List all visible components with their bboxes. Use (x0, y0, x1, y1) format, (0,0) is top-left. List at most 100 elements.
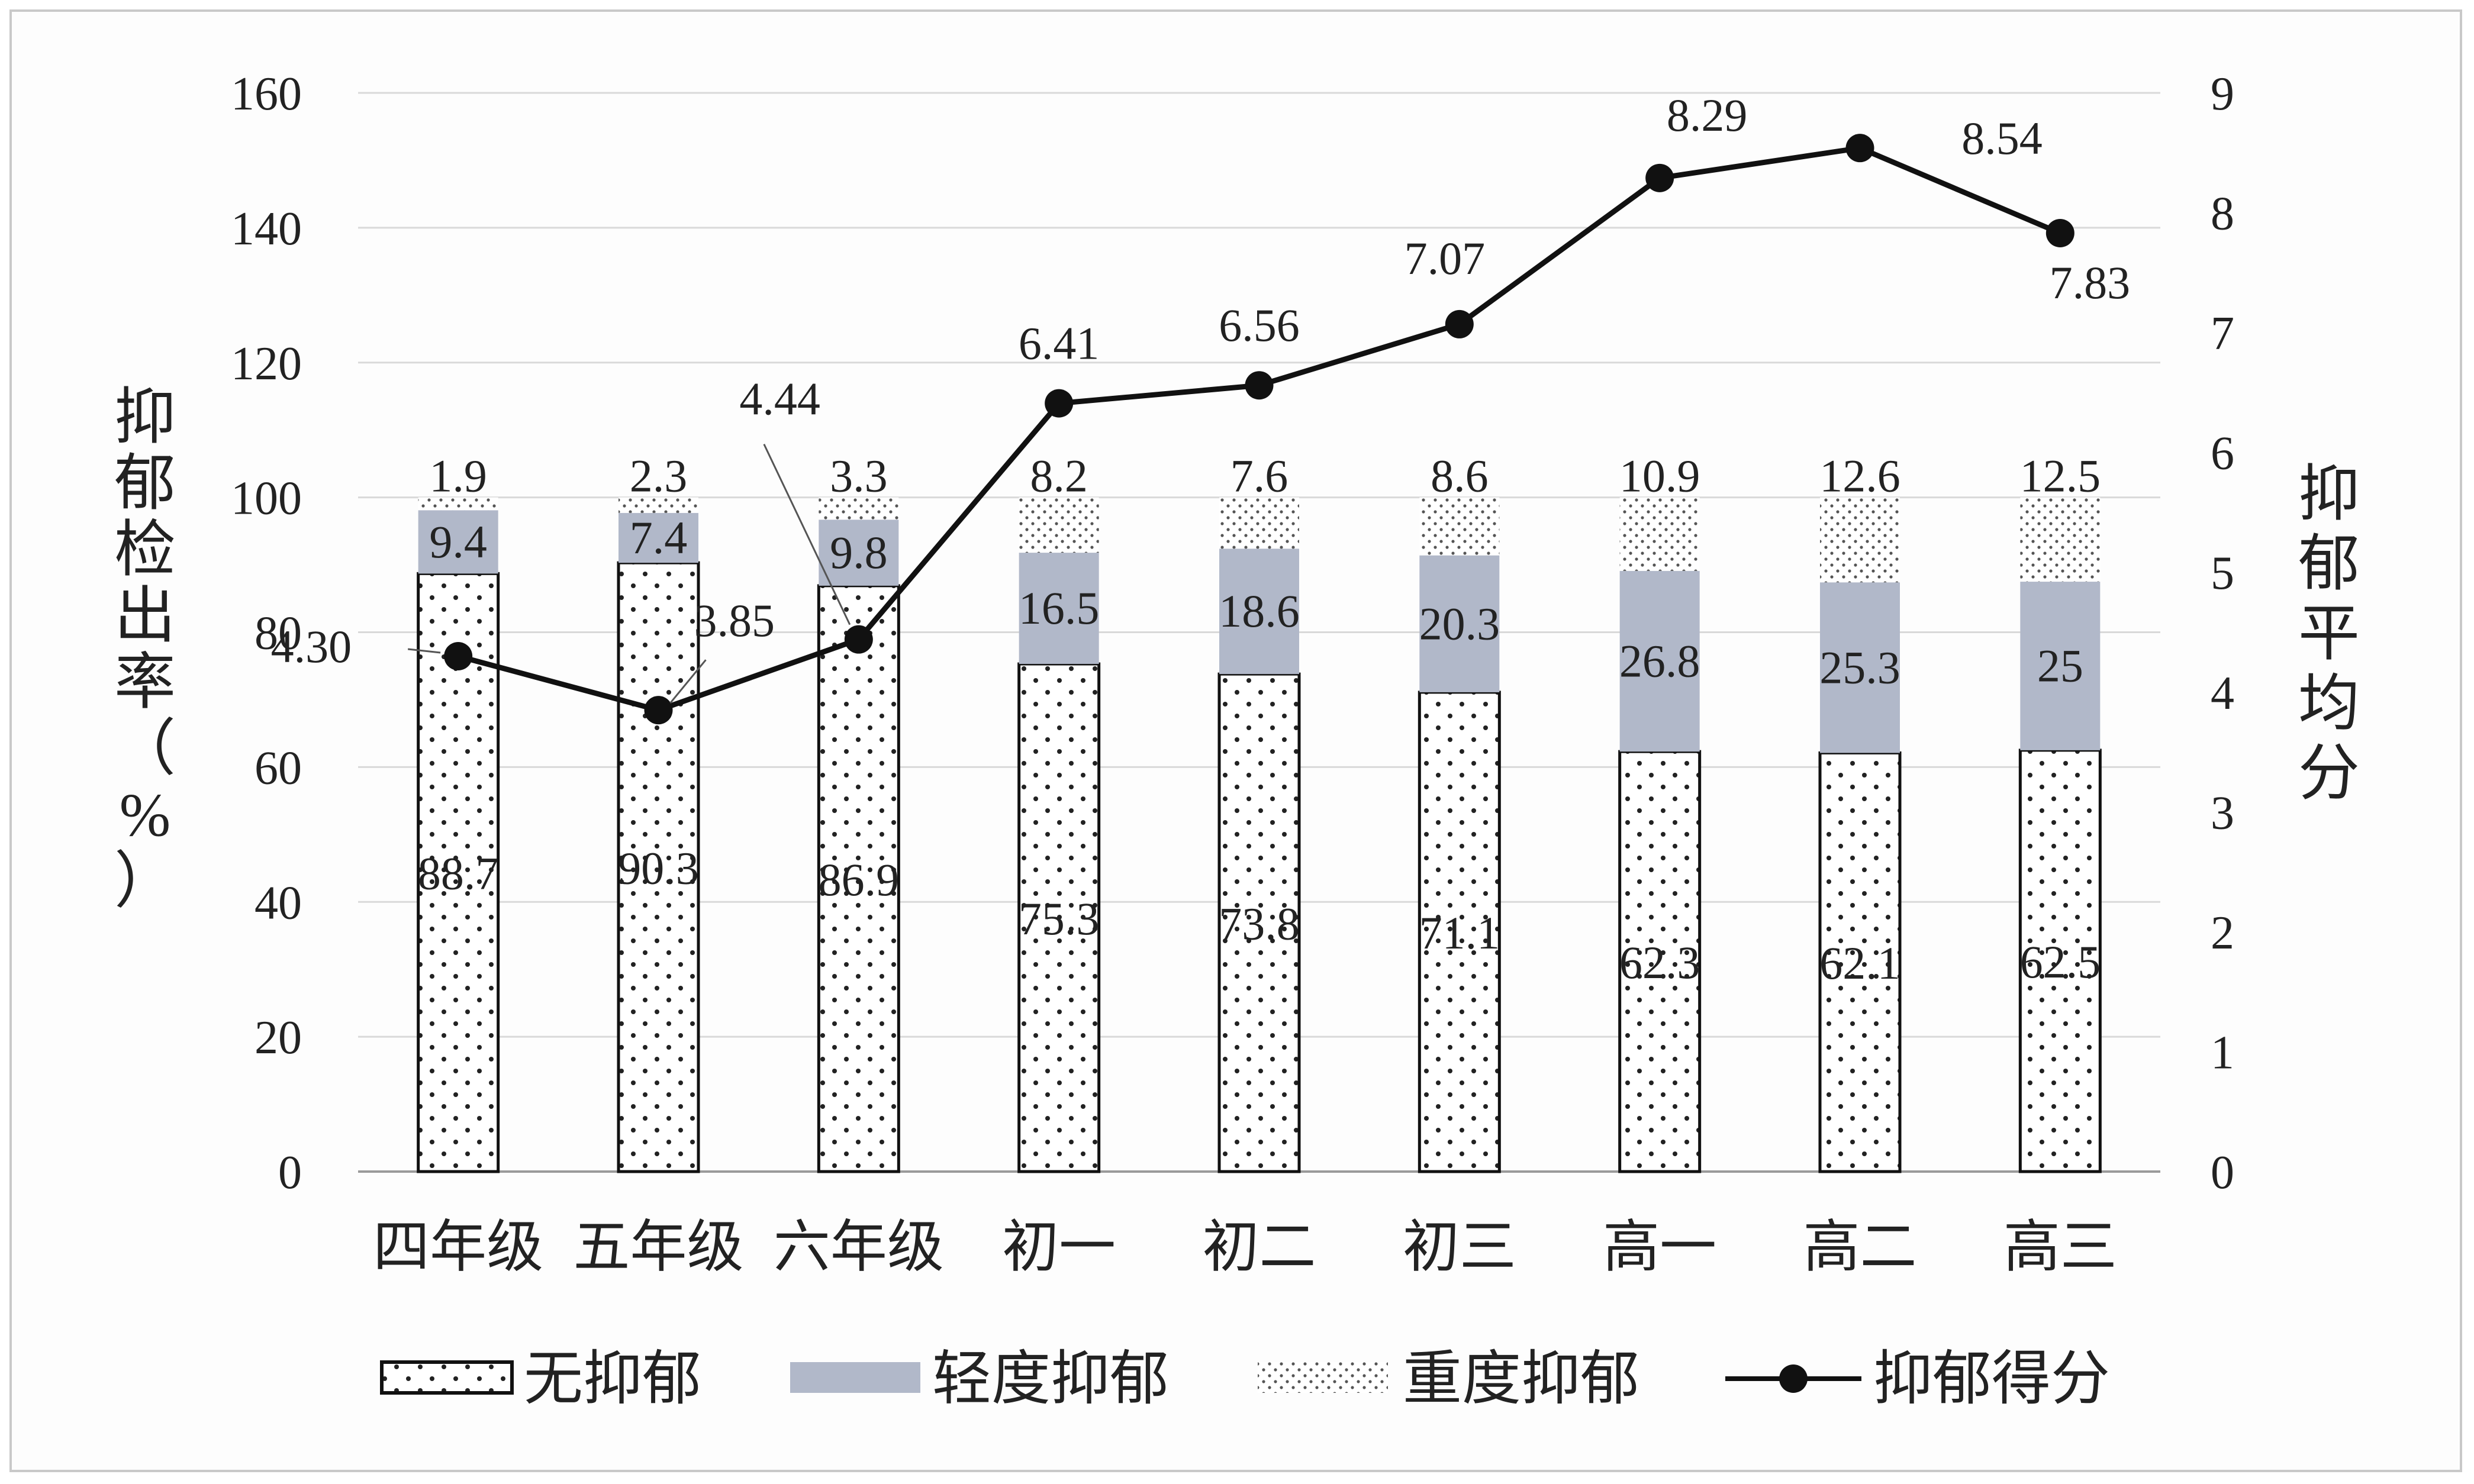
bar-severe (1619, 497, 1700, 571)
bar-mild (819, 520, 899, 586)
category-label: 初二 (1203, 1215, 1316, 1279)
legend-label-mild: 轻度抑郁 (932, 1346, 1169, 1412)
axis-title-char: 分 (2298, 740, 2360, 808)
category-label: 高一 (1603, 1215, 1716, 1279)
bar-none (1618, 750, 1702, 1173)
bar-data-label: 90.3 (618, 843, 699, 894)
score-label: 7.83 (2050, 257, 2131, 308)
bar-data-label: 62.3 (1619, 937, 1700, 988)
bar-severe (1219, 497, 1299, 549)
left-tick-label: 60 (255, 742, 302, 794)
bar-data-label: 71.1 (1419, 907, 1500, 959)
bar-data-label: 18.6 (1219, 585, 1300, 637)
score-line: 4.30 3.85 4.44 6.41 6.56 7.07 8.29 8.54 7.83 (271, 89, 2131, 725)
score-label: 6.41 (1019, 318, 1100, 369)
axis-title-char: 率 (114, 649, 176, 717)
right-tick-label: 5 (2211, 547, 2234, 599)
right-tick-label: 2 (2211, 907, 2234, 959)
bar-data-label: 75.3 (1019, 893, 1100, 944)
category-label: 高二 (1803, 1215, 1917, 1279)
score-point (444, 642, 473, 671)
legend-label-line: 抑郁得分 (1873, 1346, 2110, 1412)
bar-none (1818, 751, 1902, 1173)
score-point (644, 696, 673, 725)
bar-mild (618, 512, 698, 563)
score-label: 8.54 (1961, 112, 2043, 164)
right-tick-label: 1 (2211, 1027, 2234, 1079)
bar-data-label: 25 (2037, 640, 2083, 691)
score-point (2045, 218, 2074, 247)
left-tick-label: 120 (231, 338, 302, 390)
axis-title-char: 抑 (114, 383, 176, 451)
bar-data-labels: 88.7 9.4 1.9 90.3 7.4 2.3 86.9 9.8 3.3 75.3 16.5 8.… (418, 450, 2101, 989)
axis-title-char: 郁 (114, 450, 176, 518)
axis-title-char: 均 (2298, 670, 2360, 738)
legend-label-none: 无抑郁 (524, 1346, 701, 1412)
axis-title-char: （ (114, 715, 176, 783)
score-label: 4.30 (271, 621, 352, 672)
axis-title-char: 检 (114, 516, 176, 584)
bar-none (417, 572, 500, 1173)
legend-swatch-severe (1258, 1362, 1388, 1393)
right-tick-label: 4 (2211, 667, 2234, 720)
bar-none (2018, 749, 2102, 1173)
bar-data-label: 9.8 (830, 527, 888, 578)
score-label: 6.56 (1219, 299, 1300, 351)
left-tick-label: 160 (231, 68, 302, 120)
bar-mild (1219, 549, 1299, 675)
legend-swatch-none (380, 1360, 514, 1395)
left-tick-label: 140 (231, 203, 302, 255)
bar-severe (1820, 497, 1900, 583)
legend-swatch-marker (1779, 1364, 1808, 1393)
bar-severe (2020, 497, 2101, 582)
right-tick-label: 8 (2211, 188, 2234, 240)
score-label: 7.07 (1404, 233, 1486, 284)
score-point (1845, 134, 1874, 163)
bar-mild (2020, 582, 2101, 750)
left-tick-label: 40 (255, 877, 302, 929)
axis-title-char: ） (114, 847, 176, 915)
bar-none (1418, 691, 1501, 1173)
score-point (844, 625, 873, 654)
bar-severe (819, 497, 899, 520)
bar-severe (618, 497, 698, 513)
bar-data-label: 88.7 (418, 848, 499, 899)
axis-title-char: 平 (2298, 600, 2360, 668)
bar-severe (418, 497, 498, 511)
bar-data-label: 25.3 (1819, 641, 1900, 693)
right-tick-label: 3 (2211, 787, 2234, 839)
bar-severe (1419, 497, 1500, 556)
right-axis-title: 抑郁平均分 (2298, 460, 2360, 808)
bar-data-label: 7.6 (1230, 450, 1288, 502)
bar-data-label: 10.9 (1619, 450, 1700, 502)
category-label: 初一 (1002, 1215, 1116, 1279)
bar-mild (1019, 553, 1099, 664)
bar-data-label: 62.5 (2020, 936, 2101, 988)
bar-data-label: 73.8 (1219, 898, 1300, 950)
left-tick-label: 100 (231, 473, 302, 525)
score-point (1445, 309, 1474, 338)
bar-data-label: 12.6 (1819, 450, 1900, 502)
bar-data-label: 7.4 (630, 512, 688, 563)
bar-mild (418, 510, 498, 574)
bar-mild (1820, 582, 1900, 753)
bar-data-label: 86.9 (819, 854, 900, 905)
category-labels: 四年级 五年级 六年级 初一 初二 初三 高一 高二 高三 (373, 1215, 2117, 1279)
legend-label-severe: 重度抑郁 (1403, 1346, 1639, 1412)
right-axis-ticks: 0 1 2 3 4 5 6 7 8 9 (2211, 68, 2234, 1199)
bar-mild (1619, 570, 1700, 752)
bar-data-label: 8.6 (1431, 450, 1489, 502)
right-tick-label: 7 (2211, 308, 2234, 360)
category-label: 六年级 (774, 1215, 944, 1279)
score-point (1645, 163, 1674, 192)
right-tick-label: 9 (2211, 68, 2234, 120)
right-tick-label: 0 (2211, 1147, 2234, 1199)
score-label: 4.44 (739, 373, 820, 425)
right-tick-label: 6 (2211, 428, 2234, 480)
score-leader-line (669, 659, 707, 704)
category-label: 高三 (2003, 1215, 2117, 1279)
score-point (1245, 371, 1274, 400)
legend: 无抑郁 轻度抑郁 重度抑郁 抑郁得分 (380, 1346, 2110, 1412)
bar-data-label: 16.5 (1019, 582, 1100, 634)
